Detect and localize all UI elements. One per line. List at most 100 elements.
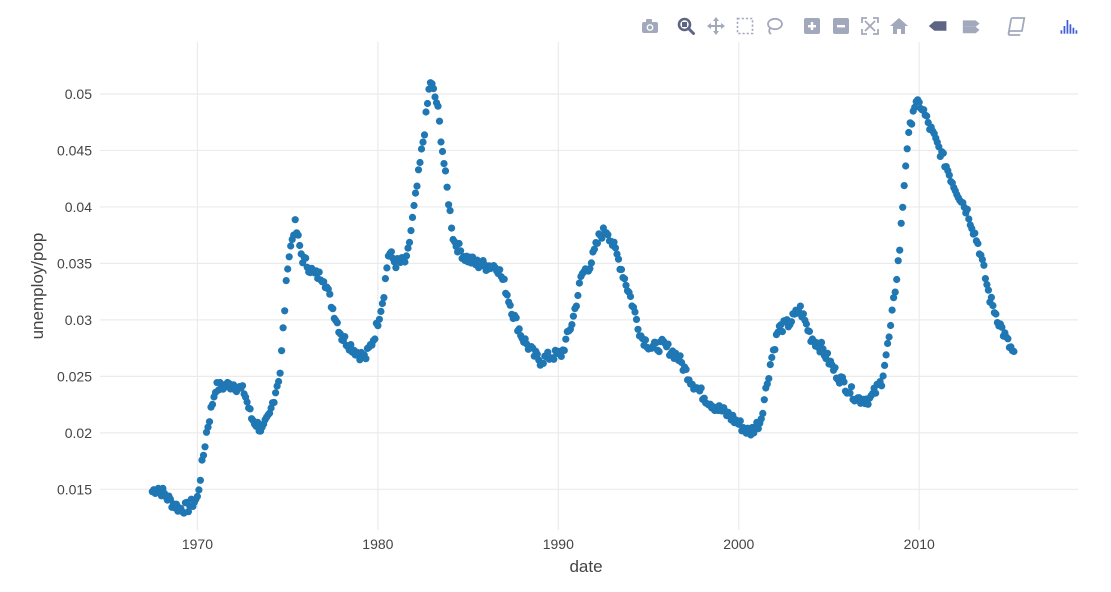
camera-icon (642, 19, 658, 33)
data-point (945, 171, 953, 179)
data-point (333, 319, 341, 327)
data-point (434, 102, 442, 110)
data-point (380, 294, 388, 302)
data-point (410, 201, 418, 210)
data-point (208, 400, 217, 408)
y-tick-label: 0.02 (65, 425, 92, 441)
data-point (441, 167, 450, 175)
data-point (284, 265, 292, 273)
data-point (429, 85, 438, 93)
data-point (572, 302, 581, 310)
data-point (401, 258, 409, 266)
data-point (515, 325, 523, 333)
data-point (375, 315, 383, 323)
autoscale-button[interactable] (858, 14, 882, 38)
data-point (438, 147, 447, 156)
data-point (987, 293, 996, 301)
data-point (750, 429, 758, 437)
data-point (614, 255, 623, 263)
data-point (423, 99, 432, 108)
edit-in-chart-studio-button[interactable] (1003, 14, 1027, 38)
data-point (664, 340, 672, 348)
data-point (915, 98, 923, 106)
plotly-logo-icon (1060, 20, 1078, 34)
data-point (193, 492, 201, 500)
data-point (392, 264, 400, 272)
data-point (414, 166, 423, 174)
data-point (500, 275, 508, 283)
data-point (533, 350, 541, 358)
data-point (894, 257, 902, 265)
pan-icon (707, 17, 725, 35)
pan-button[interactable] (704, 14, 728, 38)
hover-closest-button[interactable] (928, 14, 958, 38)
data-point (805, 327, 814, 335)
data-point (199, 451, 208, 459)
data-point (881, 361, 889, 369)
data-point (655, 348, 663, 356)
data-point (254, 418, 262, 426)
data-point (882, 351, 890, 359)
x-axis-title: date (569, 557, 602, 576)
data-point (302, 254, 310, 262)
zoom-out-button[interactable] (829, 14, 853, 38)
data-point (445, 201, 453, 209)
data-point (440, 160, 448, 168)
data-point (610, 238, 618, 246)
data-point (981, 275, 990, 283)
data-point (381, 275, 389, 283)
data-point (285, 253, 293, 261)
data-point (778, 328, 787, 336)
data-point (879, 372, 887, 380)
data-point (831, 364, 839, 372)
data-point (496, 266, 504, 274)
data-point (550, 355, 558, 363)
data-point (971, 229, 979, 237)
data-point (411, 189, 420, 197)
data-points (148, 79, 1018, 517)
data-point (622, 281, 630, 289)
data-point (341, 333, 349, 341)
data-point (885, 333, 893, 341)
data-point (992, 310, 1000, 318)
data-point (296, 241, 304, 250)
data-point (911, 103, 919, 111)
data-point (641, 336, 650, 344)
hover-compare-button[interactable] (962, 14, 992, 38)
data-point (443, 183, 451, 191)
box-select-button[interactable] (733, 14, 757, 38)
data-point (291, 216, 299, 224)
data-point (374, 322, 382, 330)
data-point (557, 352, 565, 360)
data-point (405, 238, 414, 246)
data-point (604, 231, 612, 239)
zoom-button[interactable] (674, 14, 698, 38)
data-point (787, 318, 796, 326)
data-point (736, 417, 744, 425)
data-point (347, 341, 355, 349)
zoom-in-button[interactable] (800, 14, 824, 38)
x-axis-ticks: 1970 1980 1990 2000 2010 (182, 536, 935, 552)
data-point (682, 365, 690, 373)
data-point (378, 299, 386, 308)
download-plot-button[interactable] (638, 14, 662, 38)
hover-compare-icon (962, 20, 980, 34)
plotly-logo-button[interactable] (1058, 14, 1086, 38)
data-point (431, 93, 439, 101)
data-point (455, 239, 463, 248)
data-point (204, 423, 212, 431)
data-point (329, 305, 337, 313)
data-point (998, 323, 1006, 331)
data-point (590, 245, 599, 253)
data-point (569, 312, 578, 320)
lasso-select-button[interactable] (762, 14, 786, 38)
reset-axes-button[interactable] (887, 14, 911, 38)
data-point (923, 112, 931, 120)
book-icon (1007, 17, 1026, 36)
y-tick-label: 0.015 (57, 481, 92, 497)
data-point (631, 308, 639, 316)
data-point (757, 415, 765, 423)
hover-closest-icon (928, 21, 947, 31)
data-point (446, 207, 454, 215)
data-point (281, 307, 289, 315)
